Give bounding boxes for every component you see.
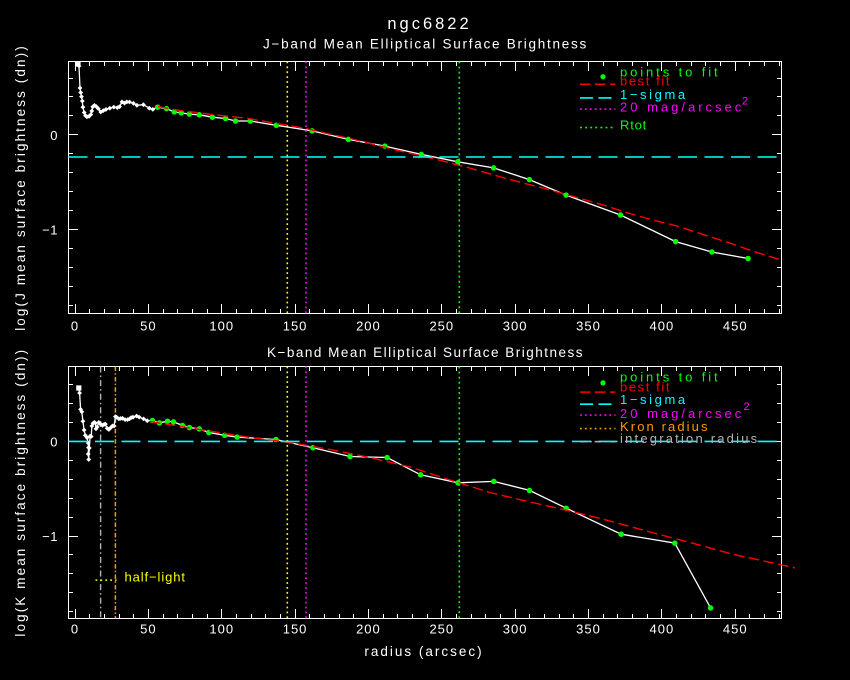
svg-text:300: 300 [503, 318, 528, 333]
svg-text:50: 50 [140, 318, 156, 333]
svg-text:20 mag/arcsec: 20 mag/arcsec [620, 100, 744, 115]
svg-text:150: 150 [283, 622, 308, 637]
svg-text:−1: −1 [42, 529, 58, 544]
svg-text:ngc6822: ngc6822 [387, 15, 471, 33]
svg-text:400: 400 [650, 318, 675, 333]
svg-text:0: 0 [50, 128, 58, 143]
svg-text:points to fit: points to fit [620, 65, 721, 80]
svg-text:450: 450 [723, 622, 748, 637]
svg-text:200: 200 [356, 318, 381, 333]
svg-text:200: 200 [356, 622, 381, 637]
svg-text:−1: −1 [42, 223, 58, 238]
svg-text:150: 150 [283, 318, 308, 333]
svg-text:100: 100 [209, 622, 234, 637]
svg-text:log(K mean surface brightness: log(K mean surface brightness (dn)) [13, 348, 28, 637]
svg-text:J−band Mean Elliptical Surface: J−band Mean Elliptical Surface Brightnes… [263, 37, 588, 52]
svg-text:best fit: best fit [620, 380, 671, 395]
svg-text:50: 50 [140, 622, 156, 637]
svg-text:radius (arcsec): radius (arcsec) [364, 644, 483, 659]
svg-text:350: 350 [576, 318, 601, 333]
svg-text:half−light: half−light [125, 570, 186, 585]
svg-text:Kron radius: Kron radius [620, 419, 710, 434]
svg-text:400: 400 [650, 622, 675, 637]
svg-text:K−band Mean Elliptical Surface: K−band Mean Elliptical Surface Brightnes… [267, 345, 584, 360]
svg-text:2: 2 [744, 401, 750, 413]
svg-text:20 mag/arcsec: 20 mag/arcsec [620, 406, 744, 421]
svg-text:450: 450 [723, 318, 748, 333]
svg-text:100: 100 [209, 318, 234, 333]
svg-text:points to fit: points to fit [620, 370, 721, 385]
svg-text:2: 2 [742, 96, 748, 108]
svg-text:300: 300 [503, 622, 528, 637]
svg-text:log(J mean surface brightness: log(J mean surface brightness (dn)) [13, 44, 28, 331]
svg-text:best fit: best fit [620, 74, 671, 89]
svg-text:0: 0 [71, 318, 79, 333]
svg-text:Rtot: Rtot [620, 118, 647, 133]
svg-text:0: 0 [71, 622, 79, 637]
svg-text:250: 250 [429, 318, 454, 333]
svg-text:1−sigma: 1−sigma [620, 392, 688, 407]
svg-text:integration radius: integration radius [620, 431, 759, 446]
svg-text:0: 0 [50, 435, 58, 450]
svg-text:350: 350 [576, 622, 601, 637]
svg-text:1−sigma: 1−sigma [620, 87, 688, 102]
svg-text:250: 250 [429, 622, 454, 637]
